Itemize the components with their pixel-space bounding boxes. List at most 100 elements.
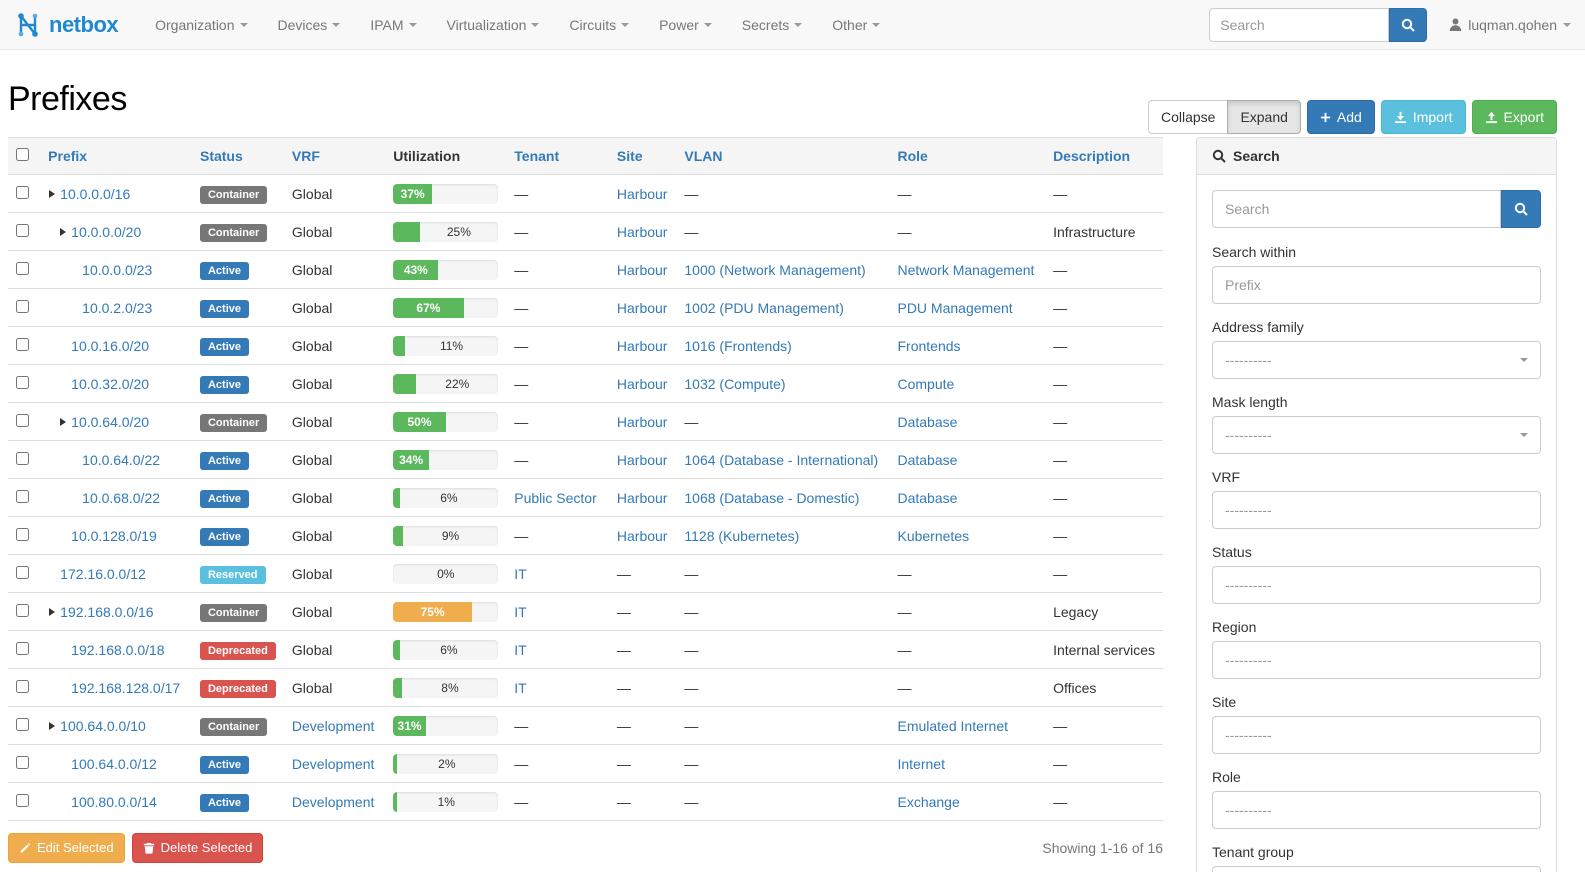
row-checkbox[interactable]	[16, 755, 29, 769]
filter-input-search-within[interactable]	[1212, 266, 1541, 304]
site-cell-link[interactable]: Harbour	[616, 185, 668, 202]
prefix-link[interactable]: 192.168.128.0/17	[71, 679, 181, 696]
nav-item-power[interactable]: Power	[644, 0, 727, 50]
collapse-button[interactable]: Collapse	[1147, 100, 1229, 134]
column-header-tenant[interactable]: Tenant	[506, 137, 609, 175]
row-checkbox[interactable]	[16, 793, 29, 807]
prefix-link[interactable]: 10.0.32.0/20	[71, 375, 150, 392]
edit-selected-button[interactable]: Edit Selected	[8, 833, 125, 863]
site-cell-link[interactable]: Harbour	[616, 299, 668, 316]
nav-item-other[interactable]: Other	[817, 0, 895, 50]
filter-select-site[interactable]: ----------	[1212, 716, 1541, 754]
expand-button[interactable]: Expand	[1227, 100, 1301, 134]
filter-select-tenant-group[interactable]: ----------	[1212, 866, 1541, 872]
column-header-status[interactable]: Status	[191, 137, 284, 175]
tenant-cell-link[interactable]: IT	[514, 603, 527, 620]
nav-item-devices[interactable]: Devices	[263, 0, 356, 50]
row-checkbox[interactable]	[16, 717, 29, 731]
filter-select-address-family[interactable]: ----------	[1212, 341, 1541, 379]
prefix-link[interactable]: 192.168.0.0/18	[71, 641, 165, 658]
nav-item-ipam[interactable]: IPAM	[355, 0, 431, 50]
row-checkbox[interactable]	[16, 527, 29, 541]
filter-select-role[interactable]: ----------	[1212, 791, 1541, 829]
export-button[interactable]: Export	[1471, 100, 1557, 134]
tenant-cell-link[interactable]: Public Sector	[514, 489, 597, 506]
vlan-cell-link[interactable]: 1068 (Database - Domestic)	[684, 489, 860, 506]
prefix-link[interactable]: 100.64.0.0/12	[71, 755, 157, 772]
nav-item-circuits[interactable]: Circuits	[554, 0, 644, 50]
role-cell-link[interactable]: Frontends	[897, 337, 961, 354]
select-all-checkbox[interactable]	[16, 148, 29, 161]
vrf-cell-link[interactable]: Development	[291, 793, 375, 810]
row-checkbox[interactable]	[16, 185, 29, 199]
column-header-description[interactable]: Description	[1045, 137, 1163, 175]
row-checkbox[interactable]	[16, 489, 29, 503]
row-checkbox[interactable]	[16, 451, 29, 465]
prefix-link[interactable]: 100.80.0.0/14	[71, 793, 157, 810]
tenant-cell-link[interactable]: IT	[514, 679, 527, 696]
nav-item-virtualization[interactable]: Virtualization	[432, 0, 555, 50]
row-checkbox[interactable]	[16, 603, 29, 617]
vrf-cell-link[interactable]: Development	[291, 717, 375, 734]
prefix-link[interactable]: 10.0.16.0/20	[71, 337, 150, 354]
role-cell-link[interactable]: Network Management	[897, 261, 1035, 278]
row-checkbox[interactable]	[16, 641, 29, 655]
column-header-role[interactable]: Role	[889, 137, 1046, 175]
role-cell-link[interactable]: Kubernetes	[897, 527, 970, 544]
site-cell-link[interactable]: Harbour	[616, 337, 668, 354]
role-cell-link[interactable]: Emulated Internet	[897, 717, 1008, 734]
role-cell-link[interactable]: Database	[897, 451, 958, 468]
role-cell-link[interactable]: Exchange	[897, 793, 960, 810]
site-cell-link[interactable]: Harbour	[616, 527, 668, 544]
nav-item-organization[interactable]: Organization	[140, 0, 262, 50]
role-cell-link[interactable]: Database	[897, 413, 958, 430]
site-cell-link[interactable]: Harbour	[616, 451, 668, 468]
role-cell-link[interactable]: Database	[897, 489, 958, 506]
vlan-cell-link[interactable]: 1000 (Network Management)	[684, 261, 866, 278]
row-checkbox[interactable]	[16, 261, 29, 275]
expand-arrow-icon[interactable]	[49, 189, 56, 198]
add-button[interactable]: Add	[1306, 100, 1375, 134]
filter-select-mask-length[interactable]: ----------	[1212, 416, 1541, 454]
row-checkbox[interactable]	[16, 299, 29, 313]
row-checkbox[interactable]	[16, 413, 29, 427]
vrf-cell-link[interactable]: Development	[291, 755, 375, 772]
delete-selected-button[interactable]: Delete Selected	[131, 833, 264, 863]
tenant-cell-link[interactable]: IT	[514, 565, 527, 582]
navbar-search-button[interactable]	[1389, 7, 1428, 42]
filter-select-vrf[interactable]: ----------	[1212, 491, 1541, 529]
vlan-cell-link[interactable]: 1002 (PDU Management)	[684, 299, 844, 316]
tenant-cell-link[interactable]: IT	[514, 641, 527, 658]
nav-item-secrets[interactable]: Secrets	[727, 0, 817, 50]
import-button[interactable]: Import	[1380, 100, 1466, 134]
prefix-link[interactable]: 192.168.0.0/16	[60, 603, 154, 620]
row-checkbox[interactable]	[16, 565, 29, 579]
vlan-cell-link[interactable]: 1128 (Kubernetes)	[684, 527, 800, 544]
prefix-link[interactable]: 10.0.128.0/19	[71, 527, 157, 544]
prefix-link[interactable]: 10.0.64.0/22	[82, 451, 161, 468]
expand-arrow-icon[interactable]	[60, 227, 67, 236]
prefix-link[interactable]: 172.16.0.0/12	[60, 565, 146, 582]
role-cell-link[interactable]: Internet	[897, 755, 945, 772]
filter-select-status[interactable]: ----------	[1212, 566, 1541, 604]
row-checkbox[interactable]	[16, 679, 29, 693]
site-cell-link[interactable]: Harbour	[616, 489, 668, 506]
prefix-link[interactable]: 10.0.0.0/23	[82, 261, 153, 278]
role-cell-link[interactable]: PDU Management	[897, 299, 1013, 316]
row-checkbox[interactable]	[16, 223, 29, 237]
column-header-site[interactable]: Site	[608, 137, 677, 175]
prefix-link[interactable]: 10.0.0.0/16	[60, 185, 131, 202]
user-menu[interactable]: luqman.qohen	[1449, 17, 1571, 33]
site-cell-link[interactable]: Harbour	[616, 223, 668, 240]
prefix-link[interactable]: 10.0.0.0/20	[71, 223, 142, 240]
sidebar-search-input[interactable]	[1212, 190, 1501, 228]
navbar-search-input[interactable]	[1209, 7, 1390, 42]
site-cell-link[interactable]: Harbour	[616, 375, 668, 392]
brand[interactable]: netbox	[14, 11, 119, 39]
column-header-vlan[interactable]: VLAN	[676, 137, 890, 175]
column-header-prefix[interactable]: Prefix	[40, 137, 192, 175]
sidebar-search-button[interactable]	[1501, 190, 1541, 228]
expand-arrow-icon[interactable]	[60, 417, 67, 426]
vlan-cell-link[interactable]: 1064 (Database - International)	[684, 451, 879, 468]
vlan-cell-link[interactable]: 1032 (Compute)	[684, 375, 786, 392]
